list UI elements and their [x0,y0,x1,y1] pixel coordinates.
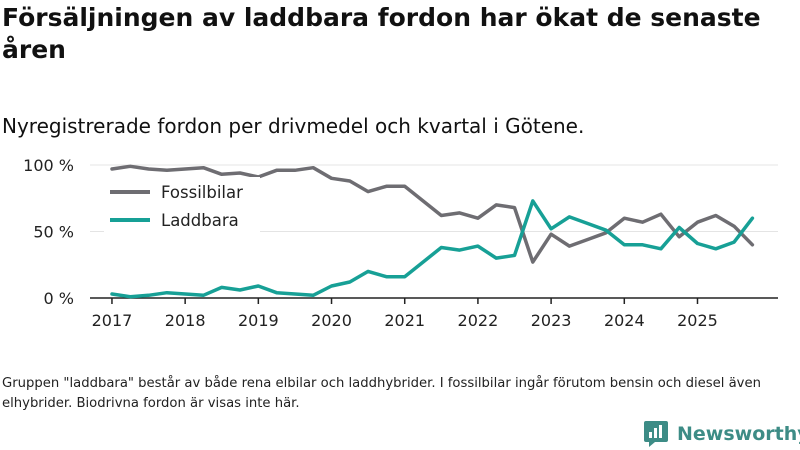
y-axis-labels: 0 % 50 % 100 % [23,156,74,308]
legend: Fossilbilar Laddbara [104,177,260,234]
series-line-fossilbilar [110,164,755,264]
x-tick-label: 2021 [384,311,425,330]
brand-name: Newsworthy [677,423,800,445]
legend-background [104,177,260,234]
series-line-laddbara [110,199,755,299]
x-tick-label: 2019 [238,311,279,330]
newsworthy-logo: Newsworthy [643,419,800,449]
y-tick-label: 0 % [44,289,74,308]
x-tick-label: 2022 [458,311,499,330]
x-tick-label: 2018 [165,311,206,330]
x-tick-label: 2024 [604,311,645,330]
footnote: Gruppen "laddbara" består av både rena e… [2,376,761,411]
chart-subtitle: Nyregistrerade fordon per drivmedel och … [2,114,585,138]
y-tick-label: 100 % [23,156,74,175]
y-tick-label: 50 % [33,223,74,242]
x-tick-label: 2020 [311,311,352,330]
chart-title: Försäljningen av laddbara fordon har öka… [2,3,761,64]
legend-label-fossilbilar: Fossilbilar [161,183,243,202]
x-tick-label: 2017 [92,311,133,330]
x-tick-label: 2023 [531,311,572,330]
legend-label-laddbara: Laddbara [161,211,239,230]
series-lines [110,164,755,299]
x-axis-ticks: 2017 2018 2019 2020 2021 2022 2023 2024 2025 [92,298,718,330]
newsworthy-logo-icon [644,421,668,447]
line-chart: 0 % 50 % 100 % 2017 2018 2019 2020 2021 2022 202… [23,156,778,330]
x-tick-label: 2025 [677,311,718,330]
